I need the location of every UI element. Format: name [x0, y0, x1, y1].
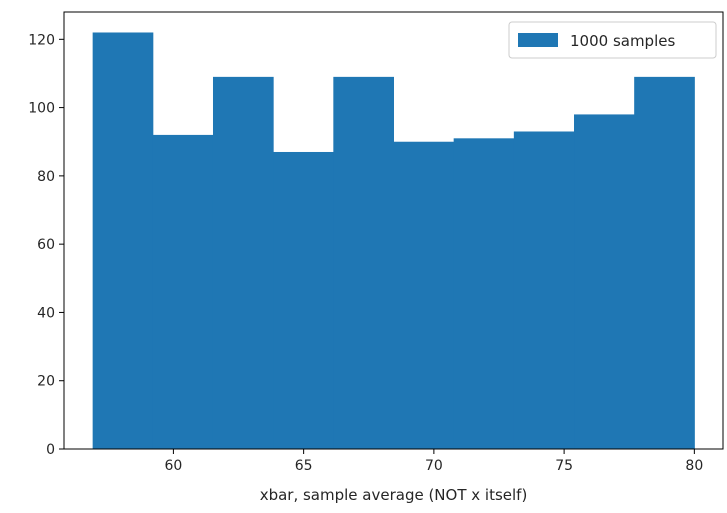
y-tick-label: 100 [28, 101, 55, 117]
legend-label: 1000 samples [570, 32, 675, 50]
y-tick-label: 0 [46, 442, 55, 458]
bars-group [93, 32, 695, 449]
y-tick-label: 80 [37, 169, 55, 185]
y-tick-label: 20 [37, 374, 55, 390]
histogram-bar-10 [634, 77, 695, 449]
y-tick-label: 40 [37, 305, 55, 321]
x-tick-label: 75 [555, 458, 573, 474]
x-tick-label: 70 [425, 458, 443, 474]
histogram-bar-1 [93, 32, 154, 449]
histogram-bar-9 [574, 114, 635, 449]
x-axis-title: xbar, sample average (NOT x itself) [260, 486, 528, 504]
y-tick-label: 60 [37, 237, 55, 253]
histogram-bar-3 [213, 77, 274, 449]
x-tick-label: 65 [295, 458, 313, 474]
histogram-bar-6 [394, 142, 455, 449]
histogram-bar-2 [153, 135, 214, 449]
legend: 1000 samples [509, 22, 716, 58]
histogram-bar-4 [273, 152, 334, 449]
y-tick-label: 120 [28, 32, 55, 48]
x-tick-label: 80 [685, 458, 703, 474]
histogram-bar-8 [514, 131, 575, 449]
histogram-bar-7 [454, 138, 515, 449]
histogram-bar-5 [333, 77, 394, 449]
legend-swatch [518, 33, 558, 47]
x-tick-label: 60 [164, 458, 182, 474]
